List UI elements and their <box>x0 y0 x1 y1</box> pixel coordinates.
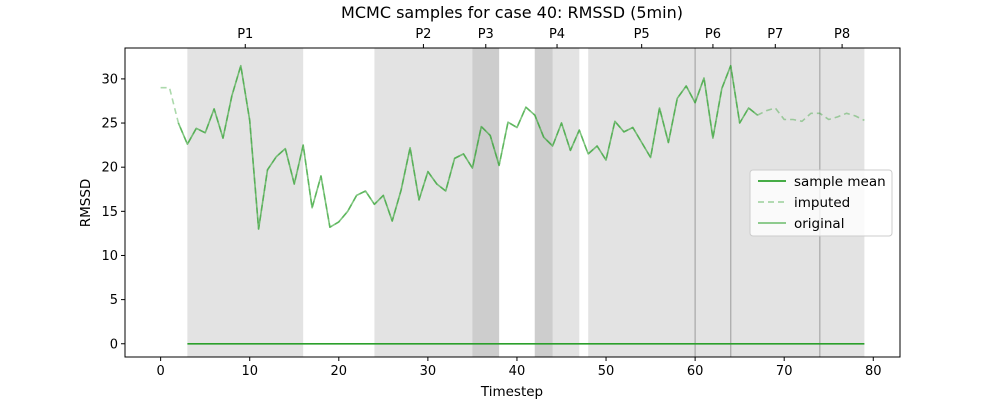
period-label: P3 <box>478 27 494 42</box>
period-band-overlap <box>472 48 500 357</box>
y-tick-label: 15 <box>101 205 118 220</box>
series-line-original <box>177 64 758 230</box>
legend-label: imputed <box>794 195 850 211</box>
period-label: P2 <box>415 27 431 42</box>
x-axis: 0 10 20 30 40 50 60 70 80 <box>156 357 882 379</box>
series-lines <box>160 64 865 345</box>
x-tick-label: 0 <box>156 364 164 379</box>
x-tick-label: 10 <box>241 364 258 379</box>
period-band <box>695 48 731 357</box>
x-tick-label: 20 <box>331 364 348 379</box>
y-axis-label: RMSSD <box>78 179 94 228</box>
x-tick-label: 70 <box>776 364 793 379</box>
x-tick-label: 50 <box>598 364 615 379</box>
period-bands <box>187 48 865 357</box>
y-tick-label: 25 <box>101 117 118 132</box>
period-band <box>472 48 500 357</box>
period-label: P5 <box>634 27 650 42</box>
x-tick-label: 30 <box>420 364 437 379</box>
period-label: P8 <box>834 27 850 42</box>
x-tick-label: 60 <box>687 364 704 379</box>
y-tick-label: 20 <box>101 161 118 176</box>
legend-label: sample mean <box>794 174 886 190</box>
x-tick-label: 40 <box>509 364 526 379</box>
y-tick-label: 5 <box>110 293 118 308</box>
period-label: P7 <box>767 27 783 42</box>
period-band-overlap <box>534 48 553 357</box>
period-label: P6 <box>705 27 721 42</box>
period-band <box>187 48 304 357</box>
period-band <box>534 48 580 357</box>
y-tick-label: 10 <box>101 249 118 264</box>
plot-frame <box>124 47 901 358</box>
period-labels: P1 P2 P3 P4 P5 P6 P7 P8 <box>237 27 850 48</box>
legend: sample mean imputed original <box>749 169 893 237</box>
y-axis: 0 5 10 15 20 25 30 <box>101 72 125 352</box>
x-axis-label: Timestep <box>480 384 543 400</box>
x-tick-label: 80 <box>865 364 882 379</box>
period-label: P4 <box>549 27 565 42</box>
y-tick-label: 0 <box>110 337 118 352</box>
legend-box <box>749 169 893 237</box>
period-band <box>374 48 473 357</box>
period-label: P1 <box>237 27 253 42</box>
legend-label: original <box>794 216 844 232</box>
chart-title: MCMC samples for case 40: RMSSD (5min) <box>341 3 683 22</box>
period-band <box>588 48 696 357</box>
y-tick-label: 30 <box>101 72 118 87</box>
